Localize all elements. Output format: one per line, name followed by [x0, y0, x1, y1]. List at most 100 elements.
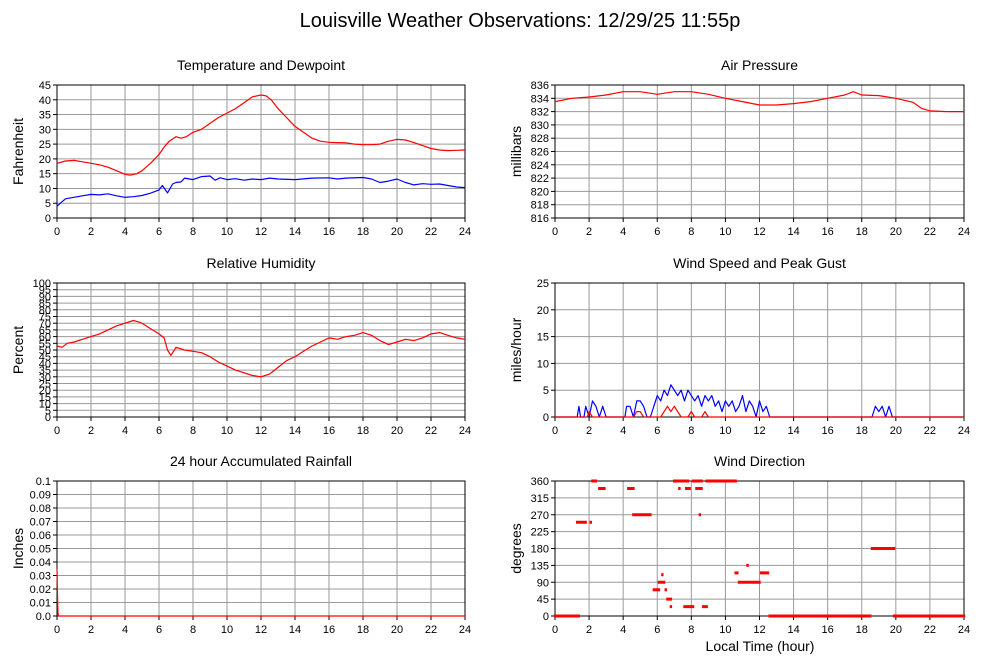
direction-data-point — [553, 614, 581, 618]
pressure-y-tick-label: 832 — [531, 107, 549, 119]
wind-x-tick-label: 20 — [890, 425, 902, 437]
pressure-x-tick-label: 24 — [958, 226, 970, 238]
humidity-y-tick-label: 20 — [39, 385, 51, 397]
x-axis-title: Local Time (hour) — [706, 638, 815, 654]
temp-x-tick-label: 16 — [323, 226, 335, 238]
rain-series-line-0 — [56, 568, 465, 617]
wind-y-axis-label: miles/hour — [508, 317, 524, 382]
humidity-x-tick-label: 20 — [391, 425, 403, 437]
temp-x-tick-label: 12 — [255, 226, 267, 238]
direction-x-tick-label: 10 — [719, 624, 731, 636]
direction-x-tick-label: 8 — [688, 624, 694, 636]
direction-data-point — [591, 479, 598, 483]
humidity-y-tick-label: 95 — [39, 285, 51, 297]
humidity-y-tick-label: 25 — [39, 379, 51, 391]
rain-x-tick-label: 12 — [255, 624, 267, 636]
pressure-x-tick-label: 2 — [586, 226, 592, 238]
rain-y-tick-label: 0.04 — [30, 557, 51, 569]
page-title: Louisville Weather Observations: 12/29/2… — [300, 10, 741, 32]
temp-chart-title: Temperature and Dewpoint — [177, 57, 345, 73]
rain-chart-title: 24 hour Accumulated Rainfall — [170, 453, 352, 469]
humidity-y-tick-label: 100 — [33, 278, 51, 290]
humidity-y-tick-label: 55 — [39, 338, 51, 350]
temp-y-tick-label: 45 — [39, 80, 51, 92]
direction-data-point — [734, 571, 739, 575]
rain-x-tick-label: 8 — [190, 624, 196, 636]
humidity-y-tick-label: 10 — [39, 399, 51, 411]
humidity-x-tick-label: 24 — [459, 425, 471, 437]
rain-y-tick-label: 0.01 — [30, 598, 51, 610]
direction-data-point — [657, 580, 666, 584]
wind-series-line-0 — [555, 384, 964, 418]
direction-data-point — [768, 614, 872, 618]
rain-x-tick-label: 16 — [323, 624, 335, 636]
direction-x-tick-label: 14 — [787, 624, 799, 636]
temp-y-tick-label: 10 — [39, 183, 51, 195]
direction-data-point — [627, 487, 635, 490]
temp-x-tick-label: 18 — [357, 226, 369, 238]
humidity-y-tick-label: 65 — [39, 325, 51, 337]
humidity-y-tick-label: 40 — [39, 358, 51, 370]
rain-x-tick-label: 18 — [357, 624, 369, 636]
direction-y-tick-label: 45 — [537, 594, 549, 606]
temp-y-tick-label: 40 — [39, 95, 51, 107]
pressure-y-tick-label: 824 — [531, 160, 549, 172]
direction-x-tick-label: 22 — [924, 624, 936, 636]
temp-series-line-1 — [56, 175, 466, 207]
humidity-x-tick-label: 22 — [425, 425, 437, 437]
temp-y-tick-label: 35 — [39, 110, 51, 122]
direction-data-point — [666, 597, 673, 601]
temp-y-tick-label: 5 — [45, 198, 51, 210]
temp-x-tick-label: 20 — [391, 226, 403, 238]
direction-data-point — [753, 580, 761, 584]
pressure-y-tick-label: 820 — [531, 186, 549, 198]
pressure-y-tick-label: 818 — [531, 200, 549, 212]
wind-x-tick-label: 10 — [719, 425, 731, 437]
temp-x-tick-label: 2 — [88, 226, 94, 238]
pressure-x-tick-label: 10 — [719, 226, 731, 238]
humidity-x-tick-label: 12 — [255, 425, 267, 437]
temp-x-tick-label: 14 — [289, 226, 301, 238]
direction-data-point — [669, 605, 673, 609]
humidity-x-tick-label: 14 — [289, 425, 301, 437]
wind-y-tick-label: 20 — [537, 305, 549, 317]
wind-x-tick-label: 4 — [620, 425, 626, 437]
pressure-x-tick-label: 0 — [552, 226, 558, 238]
direction-data-point — [575, 520, 587, 524]
wind-x-tick-label: 0 — [552, 425, 558, 437]
direction-x-tick-label: 0 — [552, 624, 558, 636]
humidity-y-tick-label: 15 — [39, 392, 51, 404]
humidity-x-tick-label: 6 — [156, 425, 162, 437]
rain-y-tick-label: 0.08 — [30, 503, 51, 515]
direction-data-point — [695, 487, 703, 490]
humidity-y-tick-label: 30 — [39, 372, 51, 384]
humidity-x-tick-label: 18 — [357, 425, 369, 437]
wind-x-tick-label: 2 — [586, 425, 592, 437]
rain-y-tick-label: 0.09 — [30, 490, 51, 502]
direction-data-point — [705, 479, 727, 483]
direction-data-point — [661, 573, 664, 577]
direction-data-point — [664, 588, 667, 592]
wind-chart-title: Wind Speed and Peak Gust — [673, 255, 846, 271]
rain-x-tick-label: 6 — [156, 624, 162, 636]
pressure-x-tick-label: 14 — [787, 226, 799, 238]
direction-x-tick-label: 24 — [958, 624, 970, 636]
rain-y-tick-label: 0.05 — [30, 544, 51, 556]
direction-x-tick-label: 12 — [753, 624, 765, 636]
direction-y-tick-label: 0 — [543, 611, 549, 623]
direction-data-point — [632, 513, 652, 517]
direction-x-tick-label: 18 — [856, 624, 868, 636]
wind-x-tick-label: 18 — [856, 425, 868, 437]
temp-x-tick-label: 22 — [425, 226, 437, 238]
direction-y-tick-label: 180 — [531, 544, 549, 556]
pressure-y-tick-label: 822 — [531, 173, 549, 185]
humidity-x-tick-label: 4 — [122, 425, 128, 437]
humidity-x-tick-label: 2 — [88, 425, 94, 437]
direction-data-point — [673, 479, 690, 483]
rain-x-tick-label: 20 — [391, 624, 403, 636]
wind-y-tick-label: 0 — [543, 412, 549, 424]
